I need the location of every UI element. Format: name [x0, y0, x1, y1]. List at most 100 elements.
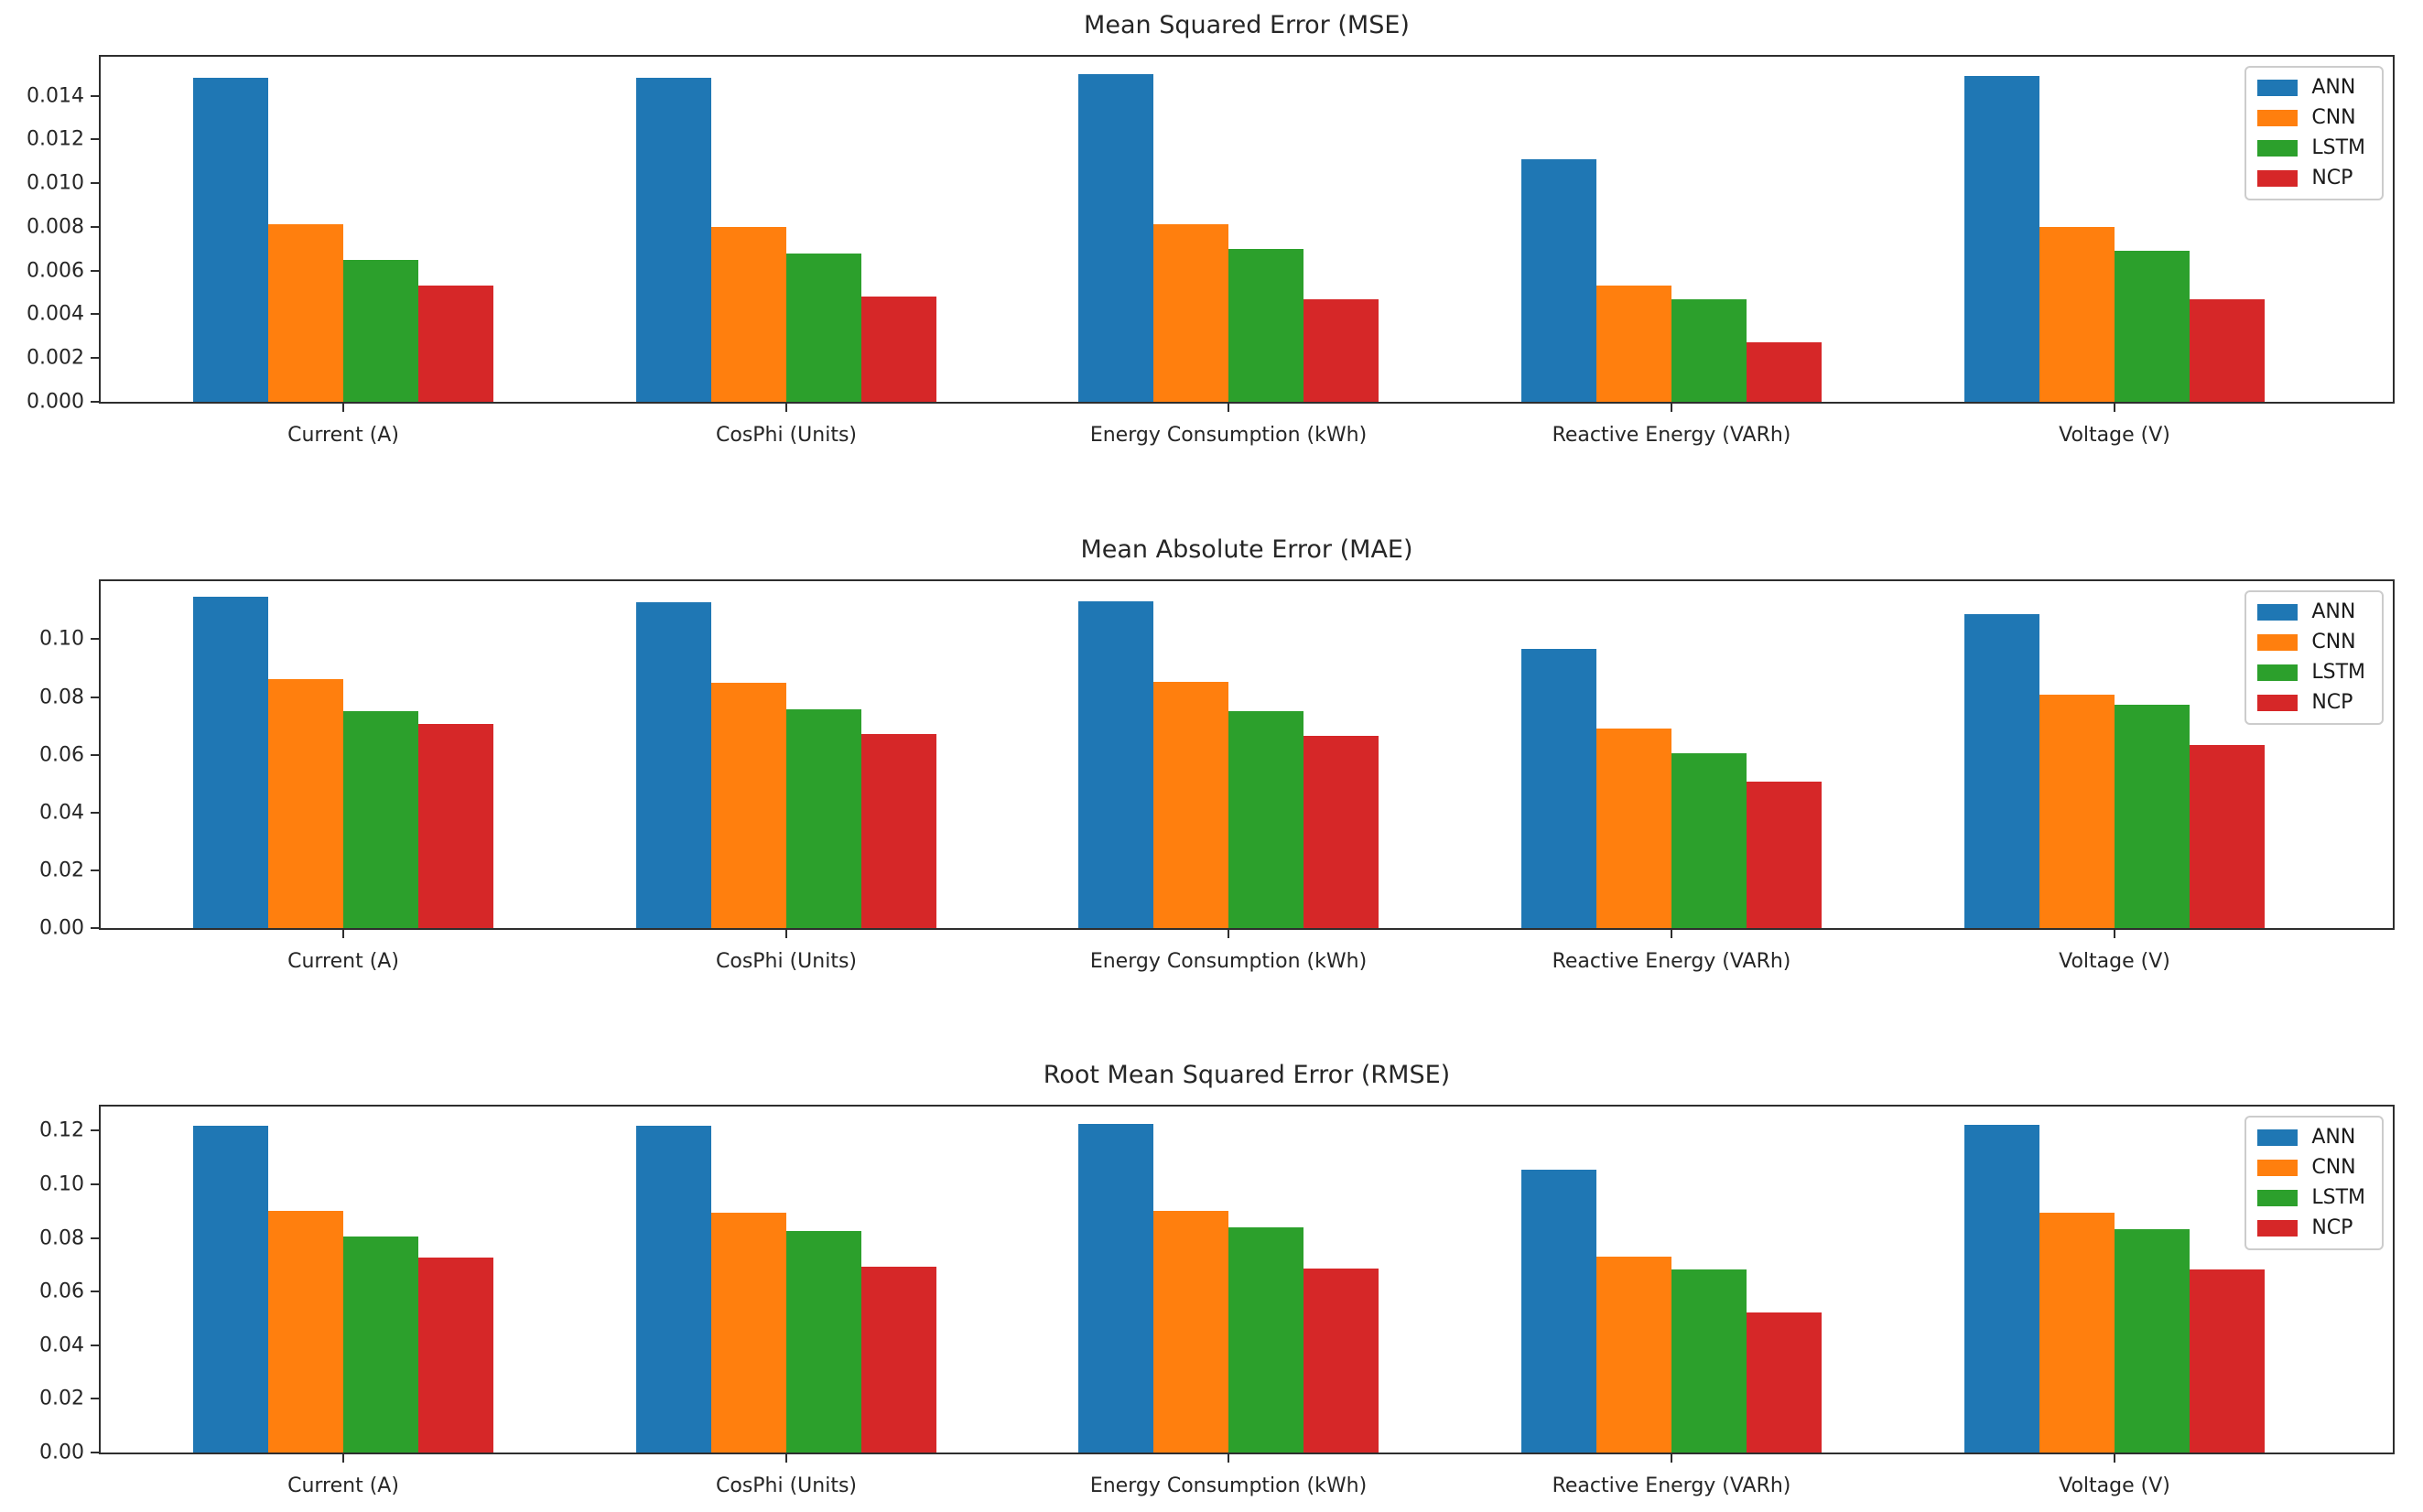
bar-ncp-energy-consumption-kwh: [1303, 736, 1379, 928]
chart-title-mean-absolute-error-mae: Mean Absolute Error (MAE): [1080, 535, 1413, 564]
x-category-label-reactive-energy-varh: Reactive Energy (VARh): [1552, 1474, 1791, 1497]
bar-cnn-energy-consumption-kwh: [1153, 1211, 1228, 1453]
bar-lstm-cosphi-units: [786, 709, 861, 928]
bar-ncp-voltage-v: [2190, 745, 2265, 928]
legend-swatch-cnn-icon: [2257, 1160, 2299, 1176]
legend-swatch-ncp-icon: [2257, 695, 2299, 711]
x-category-label-reactive-energy-varh: Reactive Energy (VARh): [1552, 950, 1791, 973]
bar-ann-current-a: [193, 1126, 268, 1453]
bar-cnn-cosphi-units: [711, 1213, 786, 1453]
bar-cnn-voltage-v: [2039, 695, 2115, 928]
bar-ann-voltage-v: [1964, 1125, 2039, 1453]
bar-ann-energy-consumption-kwh: [1078, 1124, 1153, 1453]
y-tick-mark: [91, 638, 99, 641]
bar-ncp-energy-consumption-kwh: [1303, 299, 1379, 402]
x-category-label-voltage-v: Voltage (V): [2059, 1474, 2170, 1497]
legend-label-ann: ANN: [2311, 600, 2356, 623]
y-tick-label: 0.06: [39, 1280, 84, 1303]
legend-label-ncp: NCP: [2311, 1216, 2353, 1239]
y-tick-label: 0.014: [27, 84, 84, 108]
x-tick-mark: [1671, 1454, 1672, 1463]
x-tick-mark: [2114, 1454, 2115, 1463]
y-tick-mark: [91, 696, 99, 698]
bar-lstm-energy-consumption-kwh: [1228, 249, 1303, 402]
legend-row-lstm: LSTM: [2257, 662, 2365, 684]
bar-ann-voltage-v: [1964, 76, 2039, 402]
y-tick-label: 0.10: [39, 627, 84, 651]
x-tick-mark: [785, 404, 787, 412]
bar-ncp-voltage-v: [2190, 299, 2265, 402]
bar-lstm-current-a: [343, 711, 418, 928]
legend-label-cnn: CNN: [2311, 1156, 2356, 1179]
bar-lstm-current-a: [343, 260, 418, 402]
x-category-label-reactive-energy-varh: Reactive Energy (VARh): [1552, 424, 1791, 447]
legend-label-ncp: NCP: [2311, 167, 2353, 189]
legend: ANN CNN LSTM NCP: [2245, 66, 2384, 200]
bar-ncp-cosphi-units: [861, 297, 936, 402]
bar-cnn-current-a: [268, 1211, 343, 1453]
x-category-label-cosphi-units: CosPhi (Units): [715, 1474, 858, 1497]
y-tick-mark: [91, 1291, 99, 1293]
y-tick-label: 0.012: [27, 127, 84, 151]
x-tick-mark: [1671, 930, 1672, 938]
y-tick-label: 0.00: [39, 916, 84, 940]
legend-swatch-ann-icon: [2257, 1129, 2299, 1146]
y-tick-mark: [91, 94, 99, 97]
x-tick-mark: [342, 930, 344, 938]
bar-ncp-current-a: [418, 286, 493, 402]
axes-mean-absolute-error-mae: 0.00 0.02 0.04 0.06 0.08 0.10 Current (A) CosPh…: [39, 579, 2395, 973]
bar-cnn-reactive-energy-varh: [1596, 286, 1671, 402]
x-tick-mark: [1228, 1454, 1229, 1463]
bar-lstm-voltage-v: [2115, 705, 2190, 928]
bar-ncp-cosphi-units: [861, 1267, 936, 1453]
x-tick-mark: [2114, 404, 2115, 412]
legend-row-ncp: NCP: [2257, 692, 2365, 714]
bar-ann-cosphi-units: [636, 78, 711, 402]
legend-swatch-lstm-icon: [2257, 1190, 2299, 1206]
x-category-label-energy-consumption-kwh: Energy Consumption (kWh): [1089, 424, 1368, 447]
bar-ncp-voltage-v: [2190, 1269, 2265, 1453]
legend-label-ncp: NCP: [2311, 691, 2353, 714]
y-tick-label: 0.000: [27, 390, 84, 414]
axes-root-mean-squared-error-rmse: 0.00 0.02 0.04 0.06 0.08 0.10 0.12 Current (A) C…: [39, 1105, 2395, 1497]
bar-cnn-voltage-v: [2039, 227, 2115, 402]
y-tick-mark: [91, 313, 99, 316]
legend-swatch-cnn-icon: [2257, 110, 2299, 126]
bar-ncp-current-a: [418, 1258, 493, 1453]
y-tick-mark: [91, 1183, 99, 1185]
y-tick-label: 0.04: [39, 801, 84, 825]
bar-lstm-reactive-energy-varh: [1671, 1269, 1747, 1453]
legend-swatch-ann-icon: [2257, 80, 2299, 96]
y-tick-mark: [91, 811, 99, 814]
y-tick-mark: [91, 1237, 99, 1239]
legend-label-lstm: LSTM: [2311, 1186, 2365, 1209]
x-tick-mark: [342, 1454, 344, 1463]
bar-cnn-reactive-energy-varh: [1596, 1257, 1671, 1453]
legend-label-ann: ANN: [2311, 76, 2356, 99]
x-category-label-current-a: Current (A): [287, 1474, 399, 1497]
y-tick-mark: [91, 927, 99, 929]
bar-cnn-voltage-v: [2039, 1213, 2115, 1453]
legend-swatch-ncp-icon: [2257, 170, 2299, 187]
x-tick-mark: [342, 404, 344, 412]
x-tick-mark: [1228, 930, 1229, 938]
x-tick-mark: [2114, 930, 2115, 938]
bar-ann-cosphi-units: [636, 602, 711, 928]
chart-title-root-mean-squared-error-rmse: Root Mean Squared Error (RMSE): [1043, 1061, 1451, 1089]
y-tick-label: 0.004: [27, 302, 84, 326]
bar-lstm-reactive-energy-varh: [1671, 753, 1747, 928]
bar-cnn-current-a: [268, 679, 343, 928]
x-tick-mark: [1228, 404, 1229, 412]
x-category-label-cosphi-units: CosPhi (Units): [715, 424, 858, 447]
axes-mean-squared-error-mse: 0.000 0.002 0.004 0.006 0.008 0.010 0.012 0.014…: [27, 55, 2395, 447]
y-tick-mark: [91, 225, 99, 228]
y-tick-mark: [91, 1452, 99, 1453]
y-tick-label: 0.002: [27, 346, 84, 370]
y-tick-label: 0.02: [39, 859, 84, 882]
bar-lstm-cosphi-units: [786, 1231, 861, 1453]
x-category-label-energy-consumption-kwh: Energy Consumption (kWh): [1089, 950, 1368, 973]
y-tick-label: 0.06: [39, 743, 84, 767]
bar-ann-cosphi-units: [636, 1126, 711, 1453]
legend-row-cnn: CNN: [2257, 107, 2365, 129]
x-category-label-current-a: Current (A): [287, 950, 399, 973]
